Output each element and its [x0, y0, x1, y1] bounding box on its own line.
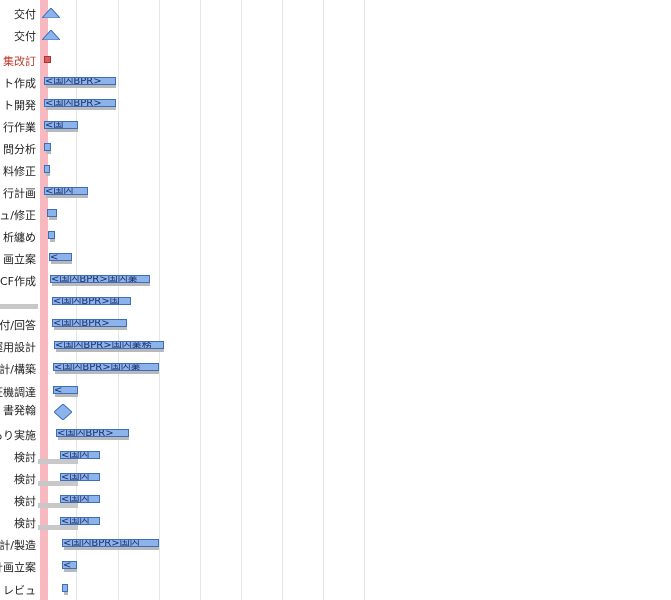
- task-bar[interactable]: <国: [44, 121, 78, 129]
- task-bar[interactable]: <国内BPR>: [44, 99, 116, 107]
- baseline-bar: [56, 348, 164, 352]
- task-label: ュ/修正: [0, 209, 36, 222]
- task-label: 書発翰: [3, 404, 36, 417]
- task-bar[interactable]: <国内: [60, 451, 100, 459]
- grid-line: [364, 0, 365, 600]
- baseline-bar: [64, 591, 68, 595]
- task-bar[interactable]: <: [53, 386, 78, 394]
- task-label: 析纏め: [3, 231, 36, 244]
- baseline-bar: [46, 150, 51, 154]
- task-label: ト開発: [3, 99, 36, 112]
- critical-task-marker[interactable]: [44, 56, 51, 63]
- task-label: 計/構築: [0, 363, 36, 376]
- task-bar[interactable]: <: [62, 561, 77, 569]
- baseline-bar: [52, 282, 150, 286]
- task-bar[interactable]: <国内BPR>: [52, 319, 127, 327]
- grid-line: [159, 0, 160, 600]
- task-label: もり実施: [0, 429, 36, 442]
- task-bar[interactable]: <国内: [44, 187, 88, 195]
- task-label: 交付: [14, 30, 36, 43]
- grid-line: [282, 0, 283, 600]
- task-bar[interactable]: <国内BPR>: [44, 77, 116, 85]
- task-bar[interactable]: [47, 209, 57, 217]
- task-label: 検討: [14, 473, 36, 486]
- grid-line: [241, 0, 242, 600]
- task-label: 問分析: [3, 143, 36, 156]
- baseline-bar: [38, 503, 78, 508]
- task-label: ツ レビュ: [0, 584, 36, 597]
- baseline-bar: [46, 194, 88, 198]
- baseline-bar: [55, 370, 159, 374]
- baseline-bar: [46, 84, 116, 88]
- task-bar[interactable]: [44, 165, 50, 173]
- task-bar[interactable]: <国内BPR>国内業務: [54, 341, 164, 349]
- task-label: 画立案: [3, 253, 36, 266]
- task-bar[interactable]: [62, 584, 68, 592]
- task-label: CF作成: [0, 275, 36, 288]
- task-label: 証機調達: [0, 386, 36, 399]
- baseline-bar: [38, 459, 78, 464]
- baseline-bar: [46, 106, 116, 110]
- baseline-bar: [46, 128, 78, 132]
- task-label: 行計画: [3, 187, 36, 200]
- baseline-bar: [54, 326, 127, 330]
- task-label: 集改訂: [3, 55, 36, 68]
- baseline-bar: [46, 172, 50, 176]
- baseline-bar: [50, 238, 55, 242]
- task-label: 検討: [14, 517, 36, 530]
- task-label: 交付: [14, 8, 36, 21]
- task-label: 料修正: [3, 165, 36, 178]
- task-label: 設計/製造: [0, 539, 36, 552]
- today-line: [40, 0, 48, 600]
- baseline-bar: [58, 436, 129, 440]
- task-bar[interactable]: <国内: [60, 473, 100, 481]
- task-label: 検討: [14, 451, 36, 464]
- baseline-bar: [51, 260, 72, 264]
- task-label: 行作業: [3, 121, 36, 134]
- task-bar[interactable]: <: [49, 253, 72, 261]
- task-label: 付/回答: [0, 319, 36, 332]
- task-label: 計画立案: [0, 561, 36, 574]
- baseline-bar: [55, 393, 78, 397]
- baseline-bar: [38, 525, 78, 530]
- task-bar[interactable]: <国内: [60, 495, 100, 503]
- baseline-bar: [0, 304, 38, 309]
- task-bar[interactable]: [48, 231, 55, 239]
- task-bar[interactable]: <国内BPR>国: [52, 297, 131, 305]
- task-label: ト作成: [3, 77, 36, 90]
- task-bar[interactable]: <国内BPR>国内業: [53, 363, 159, 371]
- grid-line: [323, 0, 324, 600]
- baseline-bar: [64, 546, 159, 550]
- task-label: 検討: [14, 495, 36, 508]
- task-bar[interactable]: <国内BPR>: [56, 429, 129, 437]
- baseline-bar: [64, 568, 77, 572]
- task-label: 運用設計: [0, 341, 36, 354]
- task-bar[interactable]: [44, 143, 51, 151]
- task-bar[interactable]: <国内BPR>国内: [62, 539, 159, 547]
- task-bar[interactable]: <国内: [60, 517, 100, 525]
- baseline-bar: [49, 216, 57, 220]
- grid-line: [200, 0, 201, 600]
- task-bar[interactable]: <国内BPR>国内業: [50, 275, 150, 283]
- baseline-bar: [38, 481, 78, 486]
